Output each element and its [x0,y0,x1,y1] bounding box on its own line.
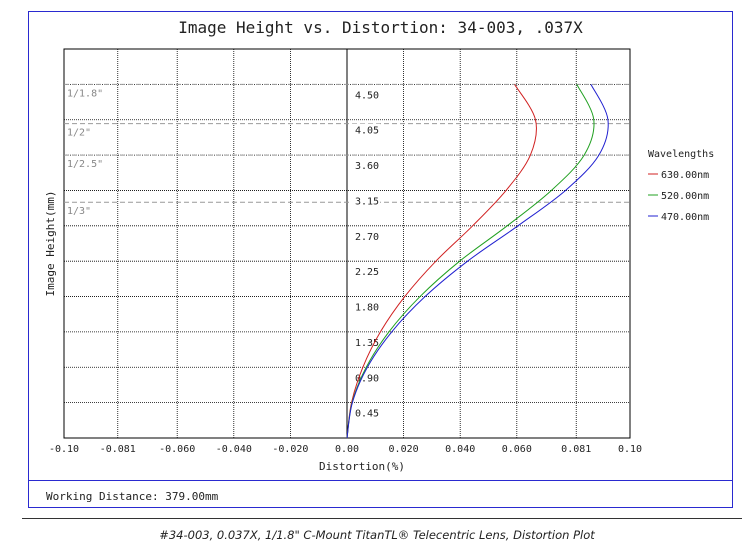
y-tick-label-bg [350,406,380,419]
x-tick-label: -0.040 [216,444,252,455]
y-tick-label: 1.35 [355,338,379,349]
figure-caption: #34-003, 0.037X, 1/1.8" C-Mount TitanTL®… [159,528,595,542]
y-tick-label-bg [350,265,380,278]
sensor-format-label: 1/2" [67,128,91,139]
x-tick-label: 0.081 [561,444,591,455]
sensor-format-label: 1/1.8" [67,88,103,99]
legend-title: Wavelengths [648,149,714,160]
y-tick-label-bg [350,300,380,313]
y-tick-label: 0.90 [355,373,379,384]
legend-entry: 470.00nm [661,212,709,223]
x-tick-label: -0.081 [100,444,136,455]
x-tick-label: 0.00 [335,444,359,455]
y-axis-label: Image Height(mm) [44,191,57,297]
x-tick-label: -0.060 [159,444,195,455]
y-tick-label-bg [350,159,380,172]
footer-separator [29,480,732,481]
x-tick-label: 0.020 [389,444,419,455]
legend-entry: 520.00nm [661,191,709,202]
sensor-format-label: 1/2.5" [67,159,103,170]
series-line-630.00nm [346,84,537,439]
y-tick-label: 1.80 [355,303,379,314]
x-tick-label: -0.020 [272,444,308,455]
y-tick-label-bg [350,229,380,242]
sensor-format-label: 1/3" [67,206,91,217]
y-tick-label-bg [350,123,380,136]
y-tick-label: 3.15 [355,196,379,207]
y-tick-label-bg [350,88,380,101]
y-tick-label: 3.60 [355,161,379,172]
plot-frame: Image Height vs. Distortion: 34-003, .03… [28,11,733,508]
x-tick-label: 0.040 [445,444,475,455]
x-tick-label: 0.10 [618,444,642,455]
legend-entry: 630.00nm [661,170,709,181]
y-tick-label: 4.05 [355,126,379,137]
y-tick-label: 2.25 [355,267,379,278]
distortion-chart: 1/1.8" 1/2" 1/2.5" 1/3" 0.45 0.90 1.35 1.80 2.25… [44,48,714,473]
x-tick-label: 0.060 [502,444,532,455]
series-line-470.00nm [346,84,609,439]
y-tick-label-bg [350,335,380,348]
y-tick-label-bg [350,194,380,207]
x-tick-label: -0.10 [49,444,79,455]
y-tick-label: 4.50 [355,90,379,101]
working-distance: Working Distance: 379.00mm [46,490,219,503]
x-axis-label: Distortion(%) [319,460,405,473]
y-tick-label: 2.70 [355,232,379,243]
page-rule [22,518,742,519]
chart-title: Image Height vs. Distortion: 34-003, .03… [178,18,583,37]
series-line-520.00nm [346,84,595,439]
y-tick-label: 0.45 [355,409,379,420]
